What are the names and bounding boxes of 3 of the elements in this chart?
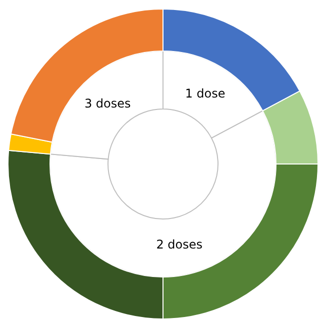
text: 1 dose xyxy=(185,86,226,101)
text: 2 doses xyxy=(156,237,203,252)
text: 3 doses xyxy=(84,96,131,111)
